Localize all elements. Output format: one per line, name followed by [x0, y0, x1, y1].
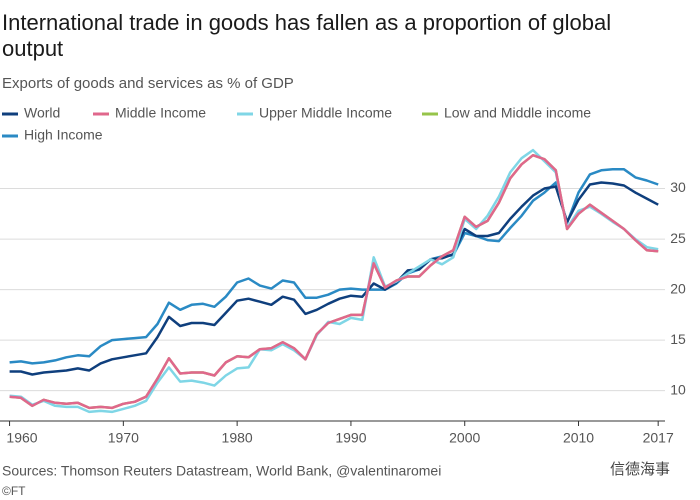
watermark: 信德海事 [610, 460, 670, 478]
source: Sources: Thomson Reuters Datastream, Wor… [2, 463, 441, 479]
y-tick-label: 20 [670, 280, 686, 296]
y-tick-label: 15 [670, 331, 686, 347]
legend-label: World [24, 105, 60, 121]
chart-title: International trade in goods has fallen … [2, 10, 612, 61]
legend-label: Upper Middle Income [259, 105, 392, 121]
series-line [9, 153, 659, 410]
x-tick-label: 2010 [563, 430, 594, 446]
x-tick-label: 1960 [6, 430, 37, 446]
y-tick-label: 10 [670, 381, 686, 397]
x-tick-label: 2017 [643, 430, 674, 446]
legend-label: High Income [24, 127, 103, 143]
chart-subtitle: Exports of goods and services as % of GD… [2, 75, 294, 92]
x-tick-label: 1980 [222, 430, 253, 446]
series-line [9, 148, 659, 414]
series-line [9, 181, 659, 376]
credit: ©FT [2, 484, 26, 498]
legend-label: Low and Middle income [444, 105, 591, 121]
y-tick-label: 25 [670, 230, 686, 246]
x-tick-label: 1990 [335, 430, 366, 446]
legend-label: Middle Income [115, 105, 206, 121]
x-tick-label: 1970 [108, 430, 139, 446]
y-tick-label: 30 [670, 179, 686, 195]
x-tick-label: 2000 [449, 430, 480, 446]
